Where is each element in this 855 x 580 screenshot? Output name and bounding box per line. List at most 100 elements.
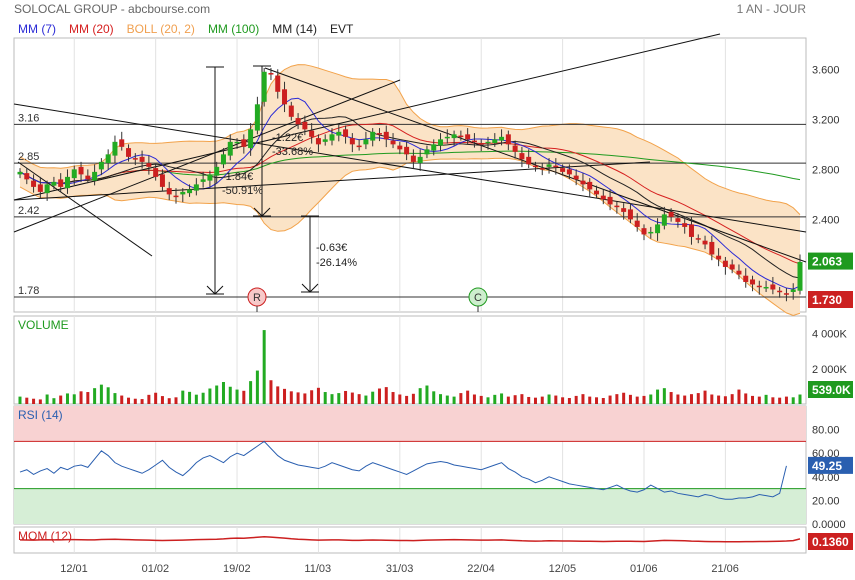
volume-bar	[581, 394, 585, 404]
volume-bar	[52, 398, 56, 404]
ma20-line	[19, 122, 801, 265]
candle-down	[560, 168, 566, 172]
candle-down	[397, 145, 403, 150]
drop-annotation: -33.68%	[272, 146, 313, 158]
x-tick-label: 22/04	[467, 563, 495, 575]
candle-up	[261, 71, 267, 102]
legend-item[interactable]: MM (20)	[69, 22, 114, 36]
panel-frame-vol	[13, 315, 807, 405]
drop-annotation: -1.84€	[222, 171, 253, 183]
candle-down	[458, 135, 464, 138]
indicator-legend: MM (7) MM (20) BOLL (20, 2) MM (100) MM (14)…	[18, 22, 353, 36]
volume-bar	[283, 388, 287, 404]
candle-up	[336, 131, 342, 136]
candle-up	[248, 129, 254, 149]
volume-bar	[133, 398, 137, 404]
volume-bar	[242, 390, 246, 404]
rsi-tick-label: 0.0000	[812, 519, 846, 531]
candle-down	[315, 138, 321, 145]
candle-down	[675, 218, 681, 222]
low-price-badge: 1.730	[812, 293, 842, 307]
x-tick-label: 01/02	[142, 563, 170, 575]
volume-bar	[221, 382, 225, 404]
candle-down	[159, 174, 165, 187]
rsi-overbought-zone	[14, 406, 806, 442]
candle-down	[153, 168, 159, 177]
candle-down	[132, 158, 138, 160]
legend-item[interactable]: MM (7)	[18, 22, 56, 36]
volume-bar	[567, 398, 571, 404]
y-tick-label: 3.200	[812, 114, 840, 126]
volume-bar	[65, 393, 69, 404]
candle-up	[98, 161, 104, 170]
candle-up	[71, 169, 77, 179]
volume-bar	[364, 395, 368, 404]
volume-bar	[357, 394, 361, 404]
candle-up	[790, 289, 796, 292]
candle-up	[214, 166, 220, 176]
candle-down	[600, 195, 606, 200]
volume-bar	[188, 391, 192, 404]
volume-bar	[703, 390, 707, 404]
drop-annotation: -26.14%	[316, 257, 357, 269]
volume-bar	[717, 395, 721, 404]
candle-up	[363, 139, 369, 145]
candle-up	[105, 154, 111, 164]
candle-down	[404, 146, 410, 155]
volume-bar	[628, 394, 632, 404]
period-label[interactable]: 1 AN - JOUR	[736, 2, 806, 16]
panel-frame-mom	[13, 526, 807, 554]
volume-bar	[669, 392, 673, 404]
candle-down	[573, 175, 579, 180]
candle-down	[702, 240, 708, 245]
rsi-value-badge-bg	[808, 456, 853, 474]
volume-bar	[208, 388, 212, 404]
candle-down	[709, 241, 715, 255]
momentum-line	[19, 536, 801, 543]
x-tick-label: 21/06	[711, 563, 739, 575]
legend-item[interactable]: BOLL (20, 2)	[126, 22, 195, 36]
volume-bar	[391, 392, 395, 404]
x-tick-label: 11/03	[304, 563, 331, 575]
y-tick-label: 3.600	[812, 64, 840, 76]
candle-up	[234, 141, 240, 144]
volume-bar	[59, 395, 63, 404]
volume-bar	[154, 392, 158, 404]
volume-bar	[730, 394, 734, 404]
volume-bar	[127, 397, 131, 404]
candle-down	[539, 168, 545, 170]
volume-bar	[86, 392, 90, 404]
legend-item[interactable]: EVT	[329, 22, 354, 36]
trend-line	[13, 33, 721, 201]
volume-bar	[99, 384, 103, 404]
candle-up	[424, 149, 430, 155]
candle-down	[594, 190, 600, 195]
volume-bar	[32, 398, 36, 404]
level-label: 1.78	[18, 285, 39, 297]
chart-title: SOLOCAL GROUP - abcbourse.com	[14, 2, 211, 16]
candle-down	[512, 145, 518, 152]
volume-bar	[683, 395, 687, 404]
candle-down	[85, 175, 91, 180]
candle-up	[51, 181, 57, 186]
candle-down	[302, 121, 308, 130]
volume-bar	[513, 395, 517, 404]
candle-down	[614, 205, 620, 208]
candle-up	[207, 174, 213, 181]
legend-item[interactable]: MM (14)	[272, 22, 317, 36]
volume-bar	[432, 391, 436, 404]
candle-down	[688, 224, 694, 237]
volume-tick-label: 2 000K	[812, 364, 848, 376]
volume-bar	[371, 391, 375, 404]
volume-bar	[147, 394, 151, 404]
volume-bar	[344, 390, 348, 404]
volume-bar	[113, 393, 117, 404]
legend-item[interactable]: MM (100)	[207, 22, 260, 36]
candle-down	[505, 134, 511, 145]
volume-bar	[757, 396, 761, 404]
candle-up	[451, 134, 457, 139]
volume-bar	[561, 397, 565, 404]
volume-bar	[744, 393, 748, 404]
candle-up	[492, 139, 498, 144]
